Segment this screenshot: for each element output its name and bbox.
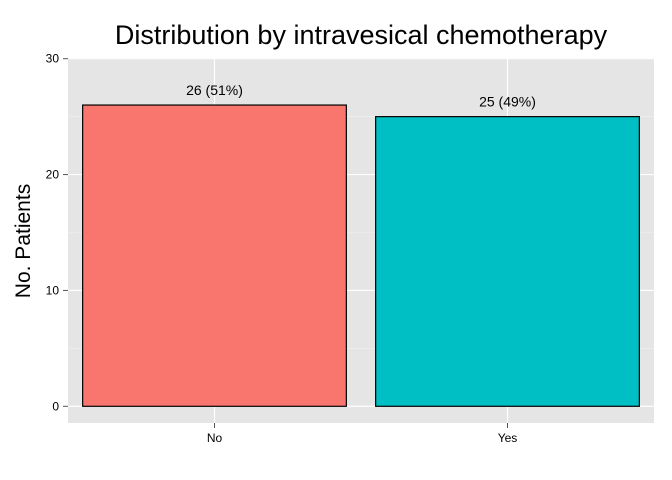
y-axis: 0 10 20 30 (46, 52, 68, 413)
bar-no (82, 104, 347, 407)
y-axis-label: No. Patients (12, 184, 35, 298)
x-tick-label: Yes (498, 431, 518, 445)
bar-yes (375, 116, 640, 407)
bars (82, 104, 640, 407)
chart-title: Distribution by intravesical chemotherap… (115, 20, 608, 50)
data-labels: 26 (51%) 25 (49%) (186, 82, 536, 110)
y-tick-label: 10 (46, 283, 60, 297)
y-tick-label: 30 (46, 52, 60, 66)
data-label-no: 26 (51%) (186, 82, 243, 98)
y-tick-label: 0 (52, 399, 59, 413)
x-tick-label: No (207, 431, 223, 445)
y-tick-label: 20 (46, 168, 60, 182)
data-label-yes: 25 (49%) (479, 94, 536, 110)
x-axis: No Yes (207, 423, 517, 445)
